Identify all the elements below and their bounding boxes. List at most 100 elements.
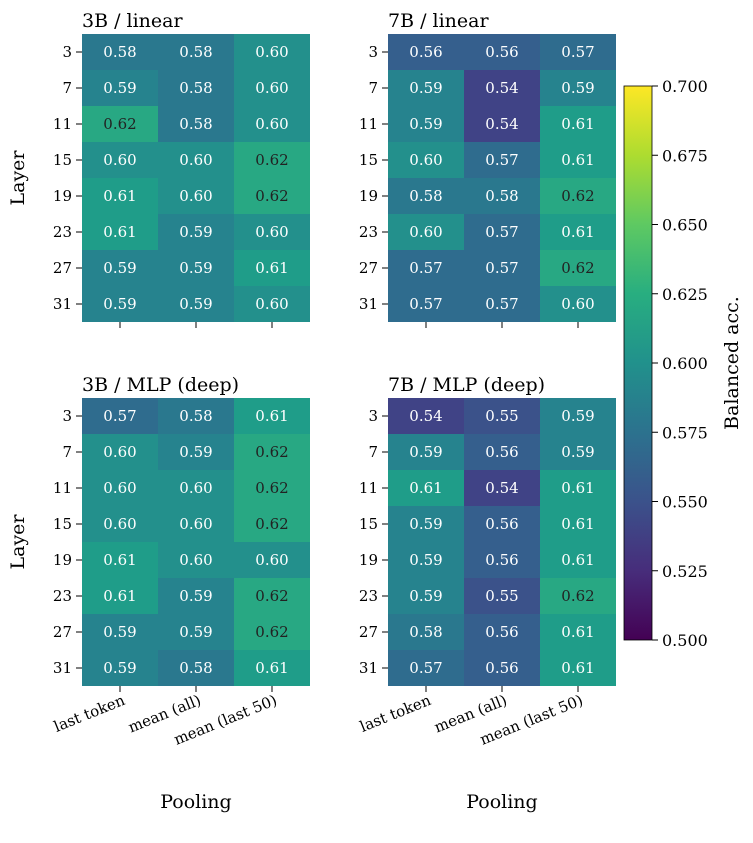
cell-value-label: 0.61 xyxy=(561,223,594,241)
heatmap-panel-2: 0.56 0.56 0.57 0.59 0.54 0.59 0.59 0.54 0.61 0.60… xyxy=(359,10,616,328)
cell-value-label: 0.58 xyxy=(179,115,212,133)
colorbar-tick-label: 0.600 xyxy=(662,354,708,373)
cell-value-label: 0.57 xyxy=(103,407,136,425)
cell-value-label: 0.58 xyxy=(103,43,136,61)
heatmap-cell xyxy=(464,214,540,250)
cell-value-label: 0.57 xyxy=(409,295,442,313)
cell-value-label: 0.54 xyxy=(485,479,518,497)
heatmap-cell xyxy=(464,250,540,286)
cell-value-label: 0.62 xyxy=(103,115,136,133)
colorbar-tick-label: 0.575 xyxy=(662,423,708,442)
cell-value-label: 0.57 xyxy=(485,259,518,277)
cell-value-label: 0.58 xyxy=(409,623,442,641)
cell-value-label: 0.58 xyxy=(409,187,442,205)
heatmap-cell xyxy=(234,70,310,106)
cell-value-label: 0.57 xyxy=(409,659,442,677)
cell-value-label: 0.56 xyxy=(485,659,518,677)
cell-value-label: 0.59 xyxy=(179,587,212,605)
y-tick-label: 3 xyxy=(62,407,72,425)
heatmap-cell xyxy=(234,106,310,142)
y-tick-label: 31 xyxy=(53,295,72,313)
cell-value-label: 0.61 xyxy=(255,659,288,677)
cell-value-label: 0.60 xyxy=(255,295,288,313)
cell-value-label: 0.62 xyxy=(255,479,288,497)
heatmap-cell xyxy=(234,34,310,70)
cell-value-label: 0.61 xyxy=(561,151,594,169)
cell-value-label: 0.61 xyxy=(103,587,136,605)
heatmap-cell xyxy=(388,106,464,142)
heatmap-cell xyxy=(464,542,540,578)
y-tick-label: 31 xyxy=(359,659,378,677)
cell-value-label: 0.59 xyxy=(409,79,442,97)
y-tick-label: 15 xyxy=(359,515,378,533)
heatmap-cell xyxy=(82,106,158,142)
cell-value-label: 0.60 xyxy=(255,551,288,569)
cell-value-label: 0.62 xyxy=(561,259,594,277)
heatmap-panel-3: 0.57 0.58 0.61 0.60 0.59 0.62 0.60 0.60 0.62 0.60… xyxy=(51,374,310,749)
cell-value-label: 0.61 xyxy=(103,223,136,241)
heatmap-cell xyxy=(464,398,540,434)
heatmap-cell xyxy=(388,470,464,506)
y-tick-label: 31 xyxy=(359,295,378,313)
heatmap-cell xyxy=(388,506,464,542)
heatmap-cell xyxy=(388,434,464,470)
y-axis-label: Layer xyxy=(7,514,29,570)
heatmap-cell xyxy=(234,470,310,506)
cell-value-label: 0.57 xyxy=(561,43,594,61)
y-tick-label: 15 xyxy=(53,515,72,533)
cell-value-label: 0.57 xyxy=(485,223,518,241)
cell-value-label: 0.59 xyxy=(103,295,136,313)
y-tick-label: 7 xyxy=(62,443,72,461)
heatmap-cell xyxy=(388,142,464,178)
colorbar-gradient xyxy=(623,85,653,641)
heatmap-cell xyxy=(234,506,310,542)
cell-value-label: 0.62 xyxy=(255,515,288,533)
heatmap-cell xyxy=(82,470,158,506)
y-tick-label: 31 xyxy=(53,659,72,677)
heatmap-cell xyxy=(388,178,464,214)
heatmap-cell xyxy=(158,214,234,250)
heatmap-cell xyxy=(158,506,234,542)
cell-value-label: 0.56 xyxy=(485,43,518,61)
heatmap-cell xyxy=(82,614,158,650)
cell-value-label: 0.62 xyxy=(255,187,288,205)
cell-value-label: 0.60 xyxy=(255,115,288,133)
cell-value-label: 0.56 xyxy=(409,43,442,61)
cell-value-label: 0.59 xyxy=(561,443,594,461)
heatmap-cell xyxy=(464,506,540,542)
heatmap-cell xyxy=(540,434,616,470)
heatmap-cell xyxy=(234,214,310,250)
cell-value-label: 0.60 xyxy=(103,479,136,497)
cell-value-label: 0.59 xyxy=(179,223,212,241)
cell-value-label: 0.59 xyxy=(103,259,136,277)
colorbar: 0.500 0.525 0.550 0.575 0.600 0.625 0.650 0.675… xyxy=(623,77,743,650)
y-tick-label: 23 xyxy=(359,223,378,241)
cell-value-label: 0.58 xyxy=(179,79,212,97)
heatmap-cell xyxy=(82,398,158,434)
heatmap-cell xyxy=(158,542,234,578)
panel-title: 7B / MLP (deep) xyxy=(388,374,545,396)
heatmap-cell xyxy=(158,286,234,322)
cell-value-label: 0.58 xyxy=(179,407,212,425)
heatmap-cell xyxy=(234,178,310,214)
heatmap-cell xyxy=(234,398,310,434)
cell-value-label: 0.61 xyxy=(561,551,594,569)
cell-value-label: 0.56 xyxy=(485,443,518,461)
y-tick-label: 23 xyxy=(53,587,72,605)
heatmap-cell xyxy=(540,286,616,322)
cell-value-label: 0.61 xyxy=(561,115,594,133)
cell-value-label: 0.57 xyxy=(409,259,442,277)
heatmap-cell xyxy=(540,142,616,178)
y-tick-label: 7 xyxy=(368,79,378,97)
y-tick-label: 3 xyxy=(62,43,72,61)
cell-value-label: 0.61 xyxy=(103,551,136,569)
colorbar-tick-label: 0.675 xyxy=(662,146,708,165)
heatmap-cell xyxy=(388,286,464,322)
heatmap-cell xyxy=(82,542,158,578)
heatmap-cell xyxy=(234,614,310,650)
y-tick-label: 27 xyxy=(53,623,72,641)
heatmap-cell xyxy=(158,398,234,434)
cell-value-label: 0.58 xyxy=(179,43,212,61)
cell-value-label: 0.61 xyxy=(255,407,288,425)
y-tick-label: 19 xyxy=(359,551,378,569)
